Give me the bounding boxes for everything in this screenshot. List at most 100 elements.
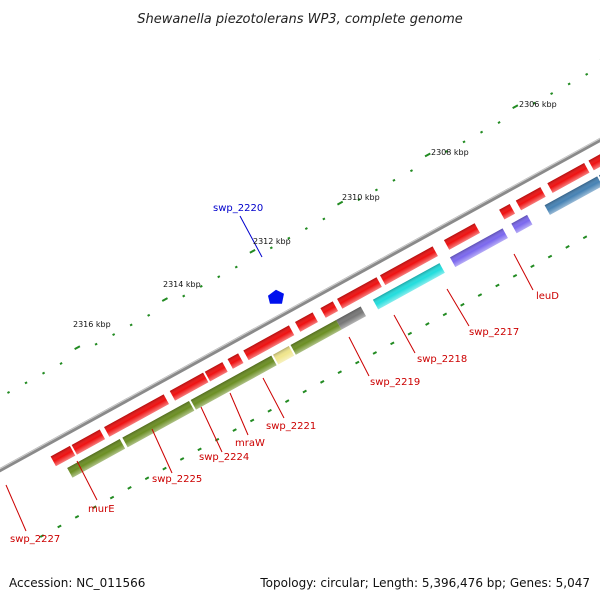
tick-mark	[74, 345, 81, 351]
cds-feature-10	[227, 353, 244, 369]
cds-feature-12	[169, 372, 209, 401]
cog-feature-1	[544, 176, 600, 215]
tick-mark	[302, 389, 307, 394]
gene-label-swp-2220[interactable]: swp_2220	[213, 203, 263, 214]
tick-mark	[495, 283, 500, 288]
cds-feature-8-shade	[295, 312, 318, 332]
tick-mark	[217, 275, 221, 279]
leader-leuD	[513, 253, 534, 291]
gene-label-swp-2219[interactable]: swp_2219	[370, 377, 420, 388]
tick-mark	[269, 246, 273, 250]
tick-mark	[336, 200, 344, 206]
tick-label-2308: 2308 kbp	[431, 148, 469, 157]
cog-feature-10	[67, 439, 126, 478]
tick-mark	[304, 227, 308, 230]
tick-mark	[444, 149, 449, 153]
tick-mark	[462, 140, 466, 144]
tick-label-2312: 2312 kbp	[253, 237, 291, 246]
cog-feature-5-shade	[336, 306, 366, 330]
gene-label-leuD[interactable]: leuD	[536, 291, 559, 302]
cog-feature-2-shade	[511, 214, 533, 234]
cog-feature-10-shade	[67, 439, 126, 478]
gene-label-swp-2221[interactable]: swp_2221	[266, 421, 316, 432]
tick-mark	[287, 236, 291, 240]
cds-feature-4-shade	[443, 223, 480, 250]
gene-label-swp-2224[interactable]: swp_2224	[199, 452, 249, 463]
cds-feature-4	[443, 223, 480, 250]
cds-feature-7-shade	[320, 301, 339, 318]
tick-mark	[39, 534, 45, 538]
tick-mark	[249, 418, 255, 423]
tick-mark	[267, 408, 272, 413]
tick-mark	[199, 284, 203, 288]
tick-mark	[585, 72, 589, 76]
gene-label-swp-2227[interactable]: swp_2227	[10, 534, 60, 545]
cog-feature-4	[372, 263, 445, 310]
tick-mark	[337, 370, 342, 375]
gene-label-swp-2217[interactable]: swp_2217	[469, 327, 519, 338]
tick-mark	[127, 486, 132, 490]
tick-mark	[249, 249, 256, 254]
tick-mark	[112, 333, 116, 337]
tick-mark	[512, 104, 519, 110]
tick-mark	[6, 390, 11, 394]
tick-mark	[409, 169, 414, 173]
cog-feature-2	[511, 214, 533, 234]
cog-feature-8	[190, 355, 277, 410]
backbone-highlight	[0, 137, 600, 470]
cds-feature-2	[515, 187, 546, 211]
cds-feature-8	[295, 312, 318, 332]
leader-swp-2224	[200, 406, 223, 453]
kbp-tick-ring	[6, 56, 600, 538]
cds-feature-5	[380, 246, 438, 285]
cog-feature-9-shade	[122, 400, 195, 448]
cds-feature-9	[243, 325, 295, 361]
cog-feature-3	[450, 228, 508, 267]
cds-feature-6-shade	[337, 277, 382, 309]
tick-mark	[161, 297, 168, 302]
cds-feature-14-shade	[71, 429, 105, 455]
cds-feature-0	[588, 146, 600, 171]
cog-feature-8-shade	[190, 355, 277, 410]
gene-label-mraW[interactable]: mraW	[235, 438, 265, 449]
tick-label-2306: 2306 kbp	[519, 100, 557, 109]
tick-label-2310: 2310 kbp	[342, 193, 380, 202]
tick-mark	[512, 273, 518, 278]
tick-mark	[94, 342, 98, 346]
cds-feature-5-shade	[380, 246, 438, 285]
cds-feature-3	[499, 203, 515, 220]
cog-feature-3-shade	[450, 228, 508, 267]
cds-feature-7	[320, 301, 339, 318]
cds-feature-0-shade	[588, 146, 600, 171]
cds-feature-13	[104, 394, 169, 437]
leader-swp-2219	[348, 336, 370, 377]
cog-feature-1-shade	[544, 176, 600, 215]
cds-feature-9-shade	[243, 325, 295, 361]
gene-label-swp-2225[interactable]: swp_2225	[152, 474, 202, 485]
tick-mark	[390, 341, 395, 346]
tick-mark	[182, 294, 186, 298]
cds-feature-14	[71, 429, 105, 455]
tick-mark	[567, 82, 571, 86]
gene-labels	[5, 215, 534, 532]
tick-mark	[197, 447, 202, 452]
backbone-line	[0, 137, 600, 473]
tick-mark	[284, 399, 290, 403]
gene-label-swp-2218[interactable]: swp_2218	[417, 354, 467, 365]
leader-swp-2217	[446, 288, 470, 327]
tick-mark	[355, 360, 360, 365]
tick-mark	[392, 178, 396, 182]
leader-swp-2218	[393, 314, 416, 354]
tick-mark	[322, 217, 326, 221]
tick-mark	[42, 371, 46, 375]
tick-mark	[407, 331, 413, 336]
tick-mark	[530, 264, 535, 269]
tick-mark	[550, 92, 554, 96]
tick-label-2314: 2314 kbp	[163, 280, 201, 289]
cog-feature-7	[273, 346, 295, 365]
leader-swp-2221	[262, 377, 285, 419]
gene-label-murE[interactable]: murE	[88, 504, 115, 515]
topology-summary: Topology: circular; Length: 5,396,476 bp…	[260, 576, 590, 590]
leader-swp-2220	[239, 215, 263, 258]
